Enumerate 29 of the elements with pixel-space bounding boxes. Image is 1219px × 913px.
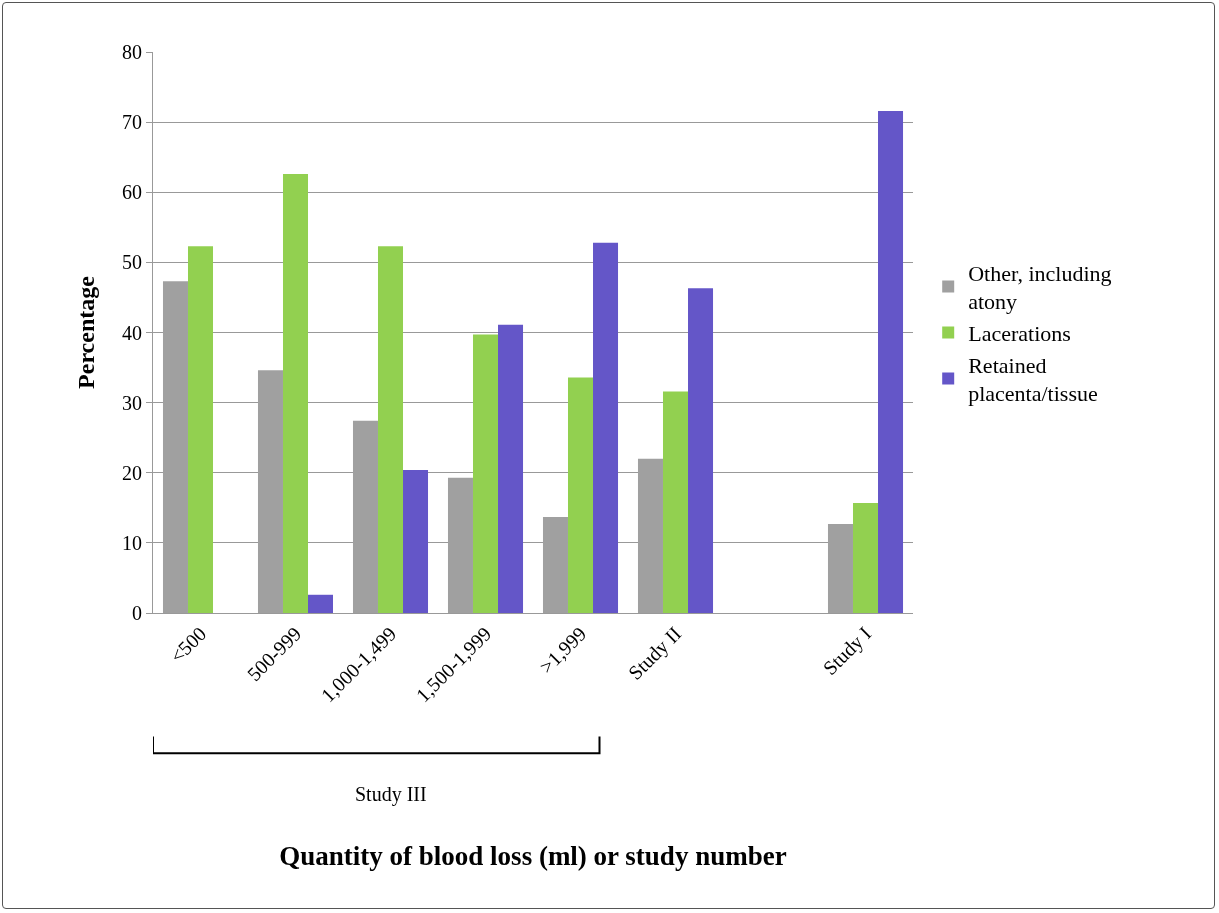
y-axis-title: Percentage [73,275,100,389]
bar [688,288,714,613]
bar [567,377,594,613]
y-tick-label: 60 [122,181,142,204]
y-tick-label: 0 [132,602,142,624]
bar [878,110,904,613]
bar [593,242,619,613]
bar [852,502,879,613]
bar [662,391,689,613]
bar [498,324,524,613]
x-axis-title: Quantity of blood loss (ml) or study number [279,840,787,871]
bar [377,246,404,613]
legend-label: Lacerations [968,321,1071,347]
bar [403,469,429,613]
bar [187,246,214,613]
y-tick-label: 40 [122,321,142,344]
y-tick-label: 20 [122,461,142,484]
bar [282,174,309,613]
y-tick-label: 10 [122,531,142,554]
y-tick-label: 30 [122,391,142,414]
x-tick-label: <500 [165,622,211,668]
bar [472,334,499,613]
y-tick-label: 80 [122,41,142,63]
legend-label: Other, including atony [968,260,1112,315]
y-tick-label: 70 [122,111,142,134]
legend-label: Retained placenta/tissue [968,352,1098,407]
y-tick-label: 50 [122,251,142,274]
bar [308,594,334,613]
text: Study III [355,783,427,806]
